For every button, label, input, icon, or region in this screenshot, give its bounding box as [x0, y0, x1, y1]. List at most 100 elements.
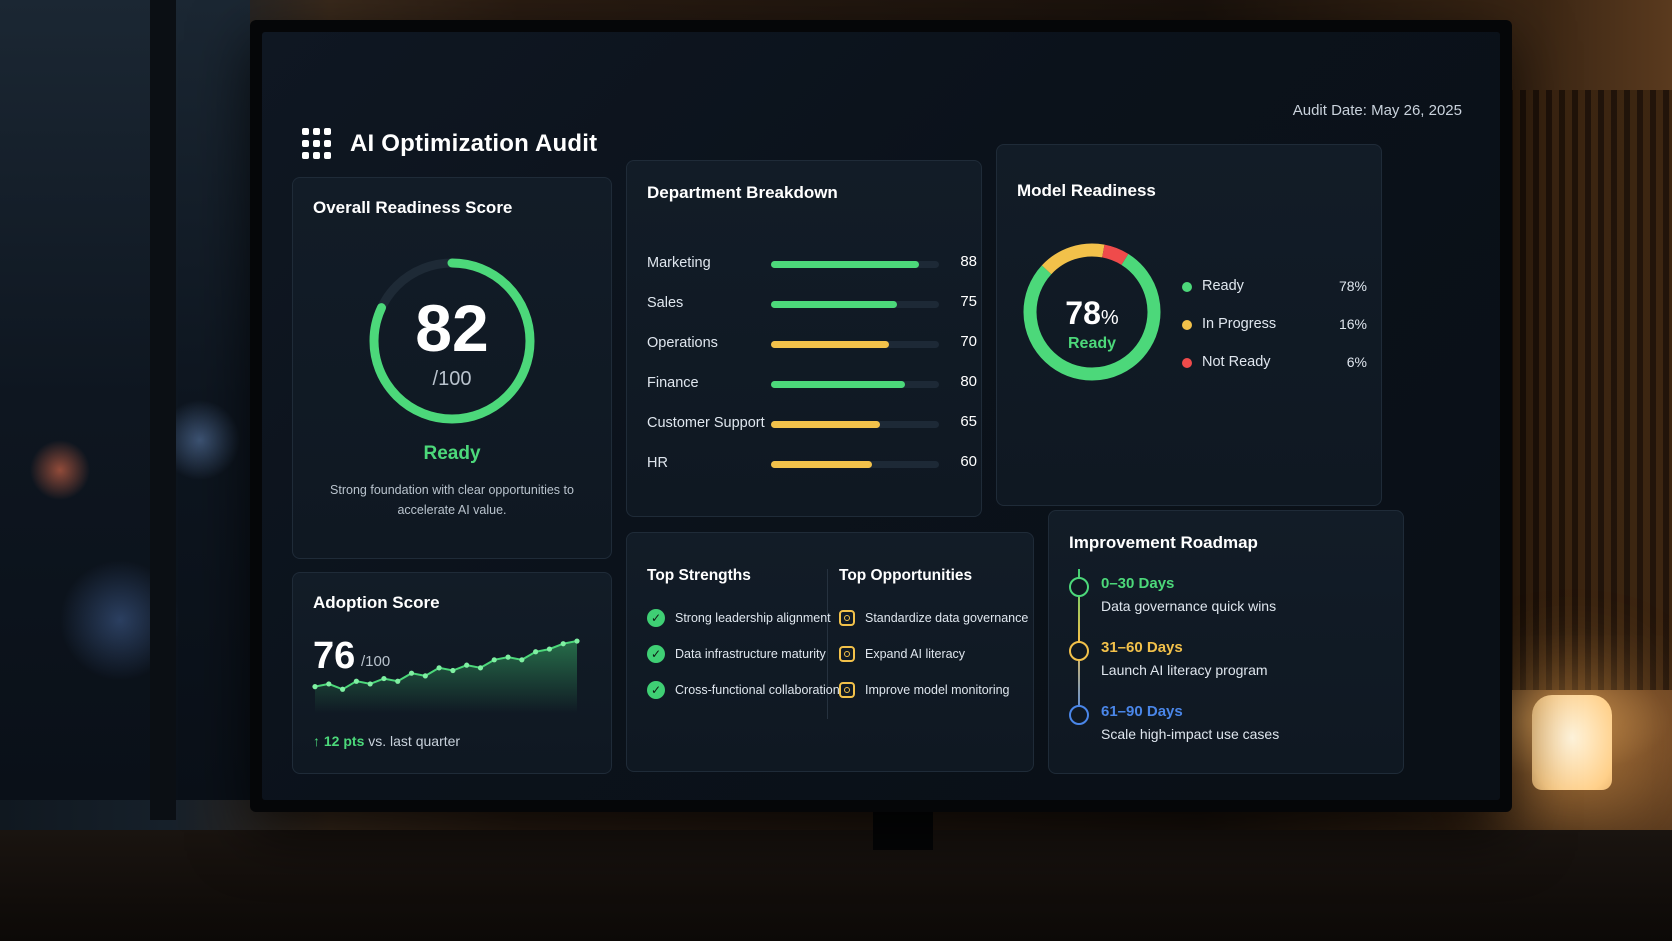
delta-text: vs. last quarter [368, 733, 461, 749]
card-title: Improvement Roadmap [1069, 533, 1258, 552]
adoption-point-15 [519, 657, 525, 663]
column-divider [827, 569, 828, 719]
legend-percent: 6% [1346, 354, 1367, 370]
adoption-point-19 [574, 638, 580, 644]
adoption-point-6 [395, 678, 401, 684]
department-name: HR [647, 455, 668, 471]
legend-percent: 78% [1338, 278, 1367, 294]
readiness-max: /100 [432, 368, 472, 390]
adoption-point-5 [381, 675, 387, 682]
adoption-area [315, 641, 577, 713]
opportunity-text: Expand AI literacy [865, 647, 966, 661]
roadmap-description: Data governance quick wins [1101, 598, 1277, 614]
opportunity-text: Improve model monitoring [865, 683, 1010, 697]
department-value: 65 [960, 413, 977, 430]
opportunity-item: Expand AI literacy [839, 643, 965, 665]
audit-date: Audit Date: May 26, 2025 [1292, 102, 1462, 119]
app-header: AI Optimization Audit [302, 128, 597, 160]
opportunities-title: Top Opportunities [839, 567, 973, 584]
roadmap-description: Scale high-impact use cases [1101, 726, 1280, 742]
legend-dot [1182, 358, 1192, 368]
delta-value: 12 pts [323, 733, 365, 749]
department-row[interactable]: Marketing 88 [647, 249, 977, 279]
timeline-node-icon [1069, 577, 1089, 597]
department-value: 75 [960, 293, 977, 310]
department-bar-track [771, 341, 939, 348]
legend-name: In Progress [1202, 316, 1277, 332]
legend-percent: 16% [1338, 316, 1367, 332]
adoption-point-9 [436, 665, 442, 671]
department-value: 80 [960, 373, 977, 390]
department-bar-track [771, 261, 939, 268]
city-window [0, 0, 250, 800]
legend-dot [1182, 320, 1192, 330]
department-bar-track [771, 381, 939, 388]
adoption-score-card[interactable]: Adoption Score 76 /100 ↑ 12 pts vs. last… [292, 572, 612, 774]
department-bar-track [771, 421, 939, 428]
opportunity-item: Improve model monitoring [839, 679, 1010, 701]
department-bar-2 [771, 341, 889, 348]
department-row[interactable]: HR 60 [647, 449, 977, 479]
department-bar-1 [771, 301, 897, 308]
grid-dots-icon [302, 128, 334, 160]
readiness-description: Strong foundation with clear opportuniti… [330, 483, 574, 517]
legend-row[interactable]: Not Ready 6% [1182, 351, 1367, 375]
card-title: Overall Readiness Score [313, 198, 513, 217]
adoption-point-2 [339, 686, 346, 692]
app-title: AI Optimization Audit [350, 130, 598, 157]
strengths-opportunities-card[interactable]: Top Strengths Top Opportunities ✓ Strong … [626, 532, 1034, 772]
target-badge-icon [839, 646, 855, 662]
readiness-gauge [369, 258, 535, 424]
department-row[interactable]: Operations 70 [647, 329, 977, 359]
department-row[interactable]: Finance 80 [647, 369, 977, 399]
target-badge-icon [839, 610, 855, 626]
donut-center-label: Ready [1067, 335, 1117, 352]
adoption-point-0 [312, 684, 318, 690]
adoption-point-17 [546, 646, 553, 652]
gauge-arc [369, 258, 535, 424]
roadmap-phase: 0–30 Days [1101, 575, 1175, 592]
window-pillar [150, 0, 176, 820]
strength-text: Cross-functional collaboration [675, 683, 840, 697]
department-breakdown-card[interactable]: Department Breakdown Marketing 88 Sales 75 O… [626, 160, 982, 517]
department-bar-track [771, 461, 939, 468]
donut-center-value: 78% [1017, 295, 1167, 332]
overall-readiness-card[interactable]: Overall Readiness Score 82 /100 Ready St… [292, 177, 612, 559]
department-name: Finance [647, 375, 699, 391]
strengths-title: Top Strengths [647, 567, 751, 584]
opportunity-text: Standardize data governance [865, 611, 1029, 625]
department-row[interactable]: Sales 75 [647, 289, 977, 319]
adoption-max: /100 [361, 653, 391, 670]
department-bar-4 [771, 421, 881, 428]
adoption-point-18 [560, 641, 566, 647]
table-lamp [1532, 695, 1612, 790]
model-readiness-card[interactable]: Model Readiness 78% Ready Ready 78% In Pro… [996, 144, 1382, 506]
department-bar-3 [771, 381, 906, 388]
adoption-trend-chart [312, 638, 580, 713]
strength-item: ✓ Cross-functional collaboration [647, 679, 840, 701]
department-row[interactable]: Customer Support 65 [647, 409, 977, 439]
card-title: Model Readiness [1017, 181, 1156, 200]
adoption-score: 76 [313, 635, 356, 677]
strength-item: ✓ Strong leadership alignment [647, 607, 831, 629]
roadmap-phase: 31–60 Days [1101, 639, 1183, 656]
model-readiness-donut [1023, 243, 1161, 381]
check-circle-icon: ✓ [647, 645, 665, 663]
department-name: Sales [647, 295, 684, 311]
department-name: Marketing [647, 255, 711, 271]
roadmap-description: Launch AI literacy program [1101, 662, 1268, 678]
department-value: 60 [960, 453, 977, 470]
strength-item: ✓ Data infrastructure maturity [647, 643, 826, 665]
legend-name: Not Ready [1202, 354, 1271, 370]
improvement-roadmap-card[interactable]: Improvement Roadmap 0–30 Days Data govern… [1048, 510, 1404, 774]
adoption-point-1 [326, 681, 332, 687]
legend-row[interactable]: Ready 78% [1182, 275, 1367, 299]
check-circle-icon: ✓ [647, 609, 665, 627]
card-title: Department Breakdown [647, 183, 838, 202]
department-bar-5 [771, 461, 872, 468]
legend-row[interactable]: In Progress 16% [1182, 313, 1367, 337]
timeline-node-icon [1069, 641, 1089, 661]
department-value: 88 [960, 253, 977, 270]
up-arrow-icon: ↑ [313, 733, 320, 749]
adoption-point-11 [464, 662, 470, 668]
